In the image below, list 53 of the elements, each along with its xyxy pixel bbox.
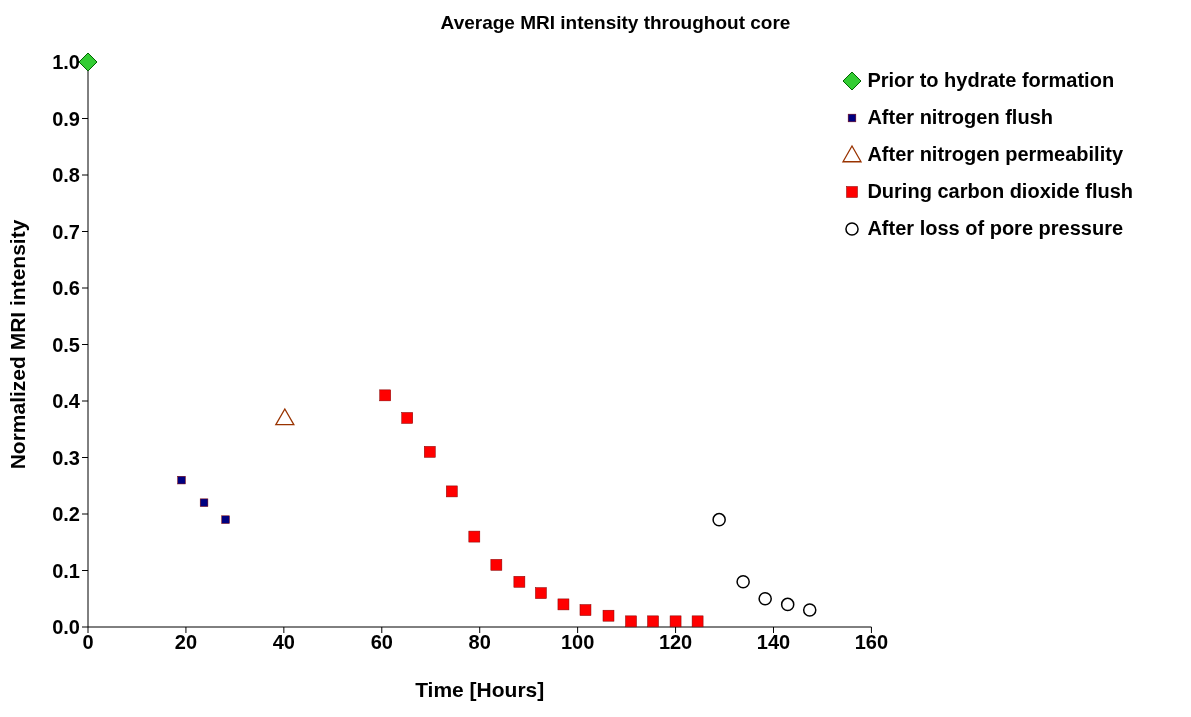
legend-label: After nitrogen flush — [867, 106, 1053, 129]
point — [513, 576, 526, 588]
point — [802, 603, 817, 617]
y-tick-label: 0.8 — [52, 164, 80, 187]
x-tick-label: 140 — [756, 631, 791, 654]
point — [647, 615, 659, 628]
point — [736, 575, 750, 589]
point — [177, 476, 186, 485]
point — [275, 408, 295, 426]
y-tick-label: 0.5 — [52, 333, 80, 356]
x-tick-label: 0 — [82, 631, 94, 654]
point — [379, 389, 391, 402]
y-tick-label: 1.0 — [52, 51, 80, 74]
point — [669, 615, 682, 628]
point — [199, 498, 209, 507]
x-tick-label: 40 — [272, 631, 295, 654]
point — [446, 485, 458, 498]
y-axis-title: Normalized MRI intensity — [6, 219, 30, 470]
point — [758, 591, 772, 606]
point — [557, 598, 570, 611]
x-axis-title: Time [Hours] — [415, 678, 545, 701]
point — [401, 412, 413, 424]
point — [424, 446, 436, 458]
point — [535, 587, 547, 599]
point — [221, 515, 230, 524]
y-tick-label: 0.2 — [52, 503, 80, 526]
x-tick-label: 80 — [468, 631, 491, 654]
point — [579, 604, 592, 616]
point — [625, 615, 637, 628]
y-tick-label: 0.9 — [52, 107, 80, 130]
x-tick-label: 60 — [370, 631, 393, 654]
y-tick-label: 0.7 — [52, 220, 80, 243]
y-tick-label: 0.3 — [52, 446, 80, 469]
x-tick-label: 100 — [560, 631, 595, 654]
point — [712, 512, 726, 527]
chart-title: Average MRI intensity throughout core — [439, 11, 792, 35]
y-tick-label: 0.6 — [52, 277, 80, 300]
x-tick-label: 160 — [854, 631, 889, 654]
y-tick-label: 0.4 — [52, 390, 81, 413]
legend-label: After nitrogen permeability — [867, 143, 1124, 166]
x-tick-label: 120 — [658, 631, 693, 654]
legend-label: After loss of pore pressure — [867, 217, 1124, 240]
legend-label: During carbon dioxide flush — [867, 180, 1133, 203]
x-tick-label: 20 — [174, 631, 198, 654]
point — [691, 615, 704, 628]
point — [78, 52, 98, 72]
point — [602, 609, 615, 622]
point — [780, 597, 795, 612]
point — [468, 530, 481, 543]
y-tick-label: 0.1 — [52, 559, 80, 582]
point — [490, 559, 503, 571]
y-tick-label: 0.0 — [52, 616, 80, 639]
legend-label: Prior to hydrate formation — [867, 69, 1115, 92]
